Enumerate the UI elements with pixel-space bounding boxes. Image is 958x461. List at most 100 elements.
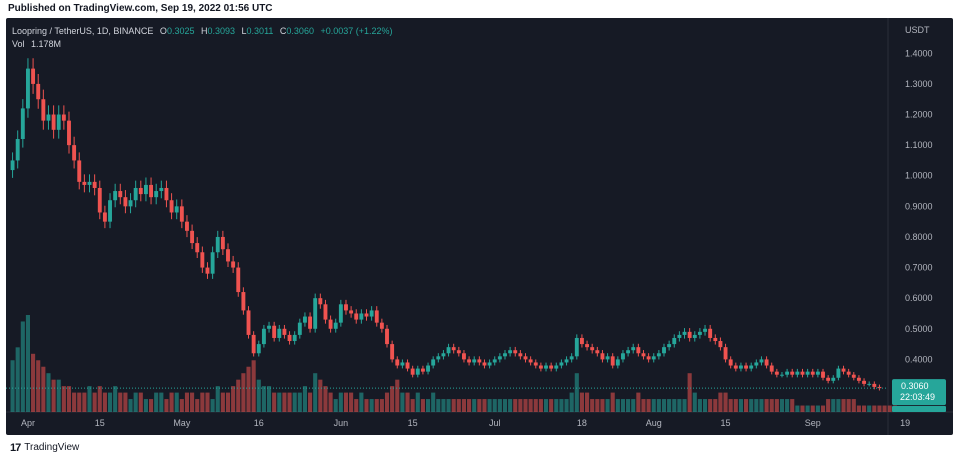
volume-bar <box>51 379 56 412</box>
volume-bar <box>272 392 277 412</box>
volume-bar <box>395 379 400 412</box>
candle-body <box>436 356 441 360</box>
candle-body <box>31 68 36 84</box>
candle-body <box>67 120 71 146</box>
candle-body <box>246 310 251 335</box>
x-tick-label: 19 <box>900 418 910 428</box>
volume-bar <box>574 373 579 412</box>
candle-body <box>595 350 600 354</box>
legend-c-label: C <box>279 26 287 36</box>
candle-body <box>36 83 41 100</box>
candle-body <box>764 359 769 366</box>
legend-symbol: Loopring / TetherUS, 1D, BINANCE <box>12 26 154 36</box>
volume-bar <box>61 386 66 412</box>
volume-bar <box>266 386 272 412</box>
volume-bar <box>502 399 508 412</box>
candle-body <box>431 359 436 366</box>
chart-frame[interactable]: USDT 1.4000 1.3000 1.2000 1.1000 1.0000 0.9000… <box>6 18 953 435</box>
candle-body <box>159 187 164 192</box>
candle-body <box>420 368 425 372</box>
candle-body <box>482 362 487 366</box>
candlestick-chart[interactable]: USDT 1.4000 1.3000 1.2000 1.1000 1.0000 0.9000… <box>6 18 953 435</box>
volume-bar <box>446 399 451 412</box>
volume-bar <box>138 392 143 412</box>
volume-bar <box>861 405 867 412</box>
candle-body <box>97 187 102 213</box>
volume-bar <box>143 399 148 412</box>
candle-body <box>385 328 389 345</box>
volume-bar <box>538 399 543 412</box>
volume-bar <box>492 399 497 412</box>
candle-body <box>364 313 369 317</box>
volume-bar <box>744 399 749 412</box>
candle-body <box>20 108 25 140</box>
legend-volume: Vol 1.178M <box>12 39 61 49</box>
countdown-label: 22:03:49 <box>900 392 935 402</box>
candle-body <box>626 350 631 354</box>
volume-bar <box>856 405 861 412</box>
volume-bar <box>36 360 41 412</box>
volume-bar <box>805 405 810 412</box>
tradingview-brand[interactable]: 17 TradingView <box>10 435 79 461</box>
legend-o-value: 0.3025 <box>166 26 195 36</box>
candle-body <box>687 331 692 338</box>
candle-body <box>769 365 774 372</box>
candle-body <box>359 313 364 320</box>
candle-body <box>169 200 174 213</box>
volume-bar <box>702 399 708 412</box>
candle-body <box>82 181 87 185</box>
candle-body <box>744 365 749 369</box>
candle-body <box>646 356 651 360</box>
candle-body <box>549 365 554 369</box>
candle-body <box>236 267 241 293</box>
volume-bar <box>554 399 559 412</box>
candle-body <box>118 191 123 198</box>
volume-bar <box>779 399 785 412</box>
legend-h-label: H <box>200 26 208 36</box>
volume-bar <box>25 315 31 412</box>
volume-bar <box>882 405 887 412</box>
candle-body <box>790 371 795 375</box>
volume-bar <box>831 399 836 412</box>
volume-bar <box>15 347 20 412</box>
volume-bar <box>667 399 672 412</box>
candle-body <box>354 313 359 320</box>
volume-bar <box>431 392 436 412</box>
volume-bar <box>467 399 472 412</box>
volume-bar <box>10 360 15 412</box>
candle-body <box>185 221 189 231</box>
volume-bar <box>841 399 846 412</box>
candle-body <box>251 334 256 354</box>
volume-bar <box>123 392 128 412</box>
volume-bar <box>318 379 323 412</box>
x-tick-label: Aug <box>646 418 662 428</box>
currency-label: USDT <box>905 25 930 35</box>
candle-body <box>456 350 461 354</box>
volume-bar <box>708 399 713 412</box>
volume-bar <box>410 399 415 412</box>
volume-bar <box>169 392 174 412</box>
volume-bar <box>836 399 841 412</box>
volume-bar <box>887 405 892 412</box>
volume-bar <box>384 392 390 412</box>
candle-body <box>333 322 338 329</box>
x-tick-label: May <box>173 418 191 428</box>
candle-body <box>215 236 220 253</box>
candle-body <box>467 359 472 363</box>
volume-bar <box>636 392 641 412</box>
volume-bar <box>656 399 661 412</box>
candle-body <box>241 292 246 311</box>
candle-body <box>759 359 764 363</box>
candle-body <box>733 365 738 369</box>
volume-bar <box>190 392 195 412</box>
volume-bar <box>343 392 349 412</box>
candle-body <box>308 316 313 329</box>
candle-body <box>497 356 502 360</box>
legend-ohlc: Loopring / TetherUS, 1D, BINANCE O0.3025… <box>12 26 393 36</box>
x-tick-label: Sep <box>805 418 821 428</box>
volume-bar <box>620 399 626 412</box>
volume-bar <box>615 399 620 412</box>
y-tick-label: 1.3000 <box>905 79 933 89</box>
volume-bar <box>877 405 882 412</box>
candle-body <box>856 377 861 381</box>
